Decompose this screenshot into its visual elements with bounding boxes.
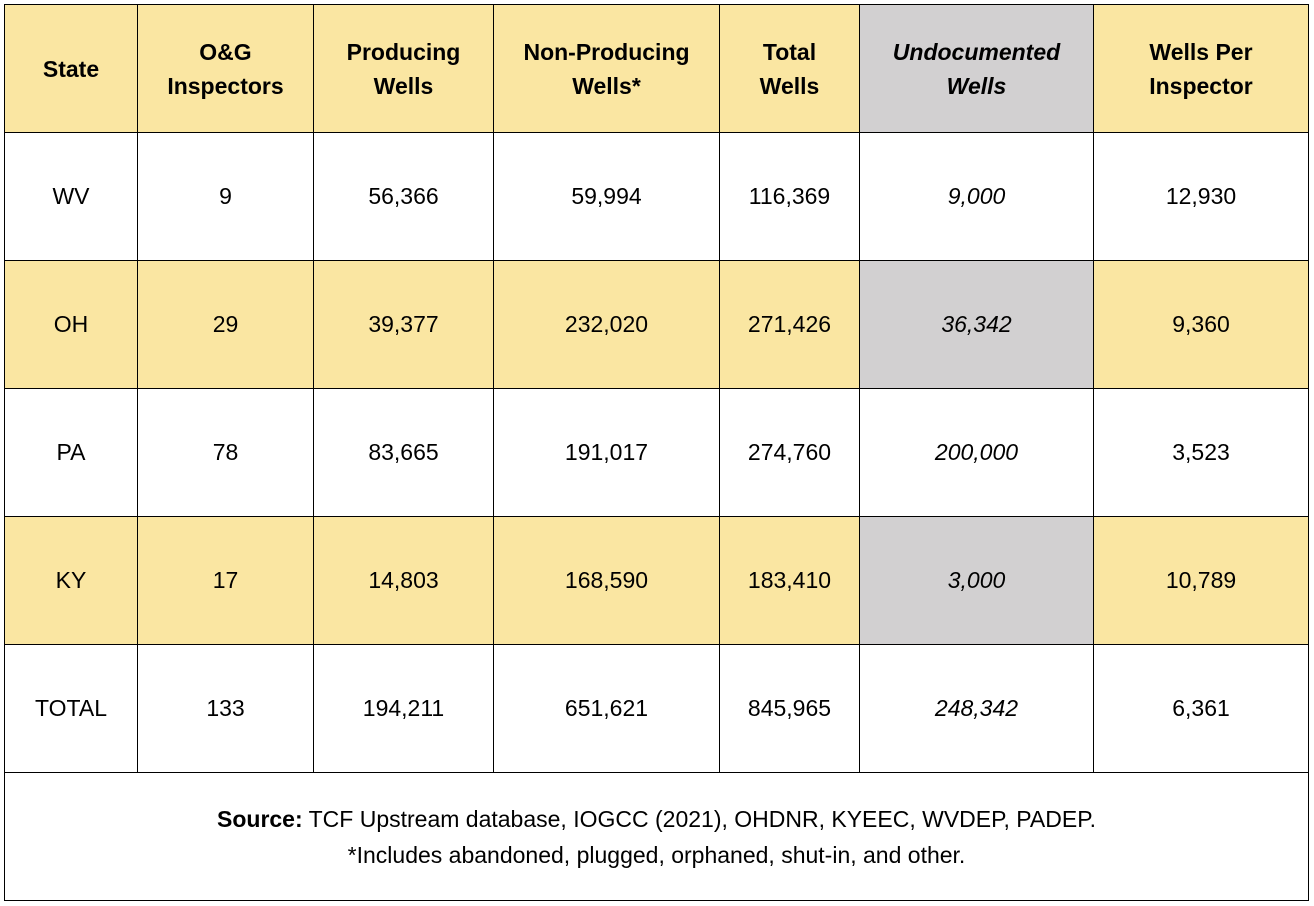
cell-per-inspector: 10,789 [1093,516,1309,645]
cell-producing: 83,665 [313,388,494,517]
cell-state: KY [4,516,138,645]
cell-undocumented: 36,342 [859,260,1094,389]
table-row-wv: WV 9 56,366 59,994 116,369 9,000 12,930 [4,132,1309,261]
cell-total: 116,369 [719,132,860,261]
cell-undocumented: 3,000 [859,516,1094,645]
header-producing-wells: Producing Wells [313,4,494,133]
cell-non-producing: 191,017 [493,388,720,517]
cell-inspectors: 29 [137,260,314,389]
cell-state: PA [4,388,138,517]
cell-per-inspector: 9,360 [1093,260,1309,389]
header-total-wells: Total Wells [719,4,860,133]
cell-producing: 56,366 [313,132,494,261]
source-note: Source: TCF Upstream database, IOGCC (20… [4,772,1309,901]
cell-total: 845,965 [719,644,860,773]
wells-table: State O&G Inspectors Producing Wells Non… [4,4,1309,901]
cell-producing: 39,377 [313,260,494,389]
cell-per-inspector: 3,523 [1093,388,1309,517]
cell-state: TOTAL [4,644,138,773]
cell-total: 271,426 [719,260,860,389]
cell-producing: 194,211 [313,644,494,773]
table-row-total: TOTAL 133 194,211 651,621 845,965 248,34… [4,644,1309,773]
cell-inspectors: 9 [137,132,314,261]
cell-inspectors: 133 [137,644,314,773]
cell-non-producing: 651,621 [493,644,720,773]
cell-non-producing: 168,590 [493,516,720,645]
table-row-oh: OH 29 39,377 232,020 271,426 36,342 9,36… [4,260,1309,389]
cell-undocumented: 248,342 [859,644,1094,773]
source-label: Source: [217,805,303,832]
cell-state: WV [4,132,138,261]
header-inspectors: O&G Inspectors [137,4,314,133]
cell-inspectors: 17 [137,516,314,645]
cell-undocumented: 9,000 [859,132,1094,261]
cell-inspectors: 78 [137,388,314,517]
source-text: TCF Upstream database, IOGCC (2021), OHD… [302,805,1096,832]
cell-total: 274,760 [719,388,860,517]
footer-row: Source: TCF Upstream database, IOGCC (20… [4,772,1309,901]
cell-total: 183,410 [719,516,860,645]
cell-non-producing: 59,994 [493,132,720,261]
table-row-pa: PA 78 83,665 191,017 274,760 200,000 3,5… [4,388,1309,517]
header-undocumented-wells: Undocumented Wells [859,4,1094,133]
cell-per-inspector: 6,361 [1093,644,1309,773]
cell-undocumented: 200,000 [859,388,1094,517]
header-non-producing-wells: Non-Producing Wells* [493,4,720,133]
header-wells-per-inspector: Wells Per Inspector [1093,4,1309,133]
cell-non-producing: 232,020 [493,260,720,389]
header-state: State [4,4,138,133]
cell-per-inspector: 12,930 [1093,132,1309,261]
cell-state: OH [4,260,138,389]
source-line: Source: TCF Upstream database, IOGCC (20… [11,801,1302,837]
footnote: *Includes abandoned, plugged, orphaned, … [347,841,966,868]
cell-producing: 14,803 [313,516,494,645]
header-row: State O&G Inspectors Producing Wells Non… [4,4,1309,133]
table-row-ky: KY 17 14,803 168,590 183,410 3,000 10,78… [4,516,1309,645]
